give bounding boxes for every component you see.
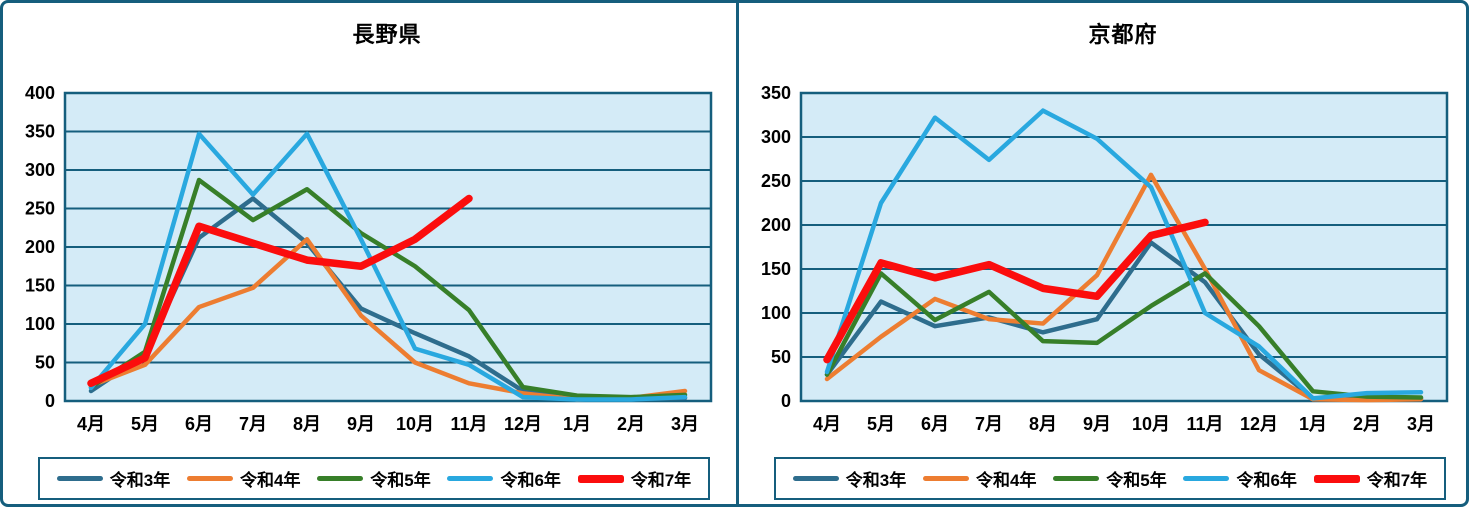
legend-label: 令和6年 [500, 471, 561, 490]
y-axis-tick-label: 350 [761, 83, 791, 103]
legend-label: 令和4年 [240, 471, 301, 490]
chart-panel-kyoto: 京都府 0 50 100 150 200 250 300 350 4月 5月 6月 7月 8月 9月 10月… [739, 3, 1466, 504]
x-axis-label: 11月 [450, 414, 487, 434]
x-axis-label: 8月 [293, 414, 321, 434]
legend-item-令和7年: 令和7年 [1313, 466, 1428, 491]
legend-line-swatch [1313, 474, 1360, 483]
y-axis-tick-label: 350 [25, 122, 55, 142]
y-axis-tick-label: 200 [25, 237, 55, 257]
x-axis-label: 9月 [347, 414, 375, 434]
y-axis-tick-label: 150 [761, 259, 791, 279]
x-axis-label: 7月 [975, 414, 1003, 434]
y-axis-tick-label: 150 [25, 276, 55, 296]
x-axis-label: 12月 [504, 414, 542, 434]
legend-line-swatch [923, 476, 969, 481]
x-axis-label: 1月 [1299, 414, 1327, 434]
legend-label: 令和7年 [1366, 471, 1428, 490]
legend-label: 令和5年 [370, 471, 431, 490]
plot-border [63, 91, 713, 403]
legend-line-swatch [187, 476, 233, 481]
legend-label: 令和4年 [976, 471, 1037, 490]
x-axis-label: 10月 [1132, 414, 1170, 434]
legend-label: 令和3年 [845, 471, 907, 490]
legend-item-令和4年: 令和4年 [187, 466, 300, 491]
x-axis-label: 1月 [563, 414, 591, 434]
x-axis-label: 5月 [131, 414, 159, 434]
x-axis-label: 6月 [185, 414, 213, 434]
x-axis-label: 2月 [617, 414, 645, 434]
series-line-令和7年 [87, 194, 473, 388]
series-line-令和6年 [824, 108, 1424, 401]
legend-item-令和5年: 令和5年 [317, 466, 431, 491]
legend-label: 令和6年 [1236, 471, 1297, 490]
legend-item-令和5年: 令和5年 [1053, 466, 1167, 491]
x-axis-label: 8月 [1029, 414, 1057, 434]
x-axis-label: 3月 [1407, 414, 1435, 434]
y-axis-tick-label: 250 [25, 199, 55, 219]
x-axis-label: 2月 [1353, 414, 1381, 434]
legend-line-swatch [1053, 476, 1100, 481]
legend-line-swatch [56, 476, 103, 481]
x-axis-label: 4月 [813, 414, 841, 434]
y-axis-tick-label: 300 [25, 160, 55, 180]
panel-divider [736, 3, 739, 504]
line-chart-nagano: 0 50 100 150 200 250 300 350 400 4月 5月 6月 7月 8月 9月 10月 1… [25, 83, 713, 434]
x-axis-label: 4月 [77, 414, 105, 434]
legend-line-swatch [317, 476, 364, 481]
x-axis-label: 9月 [1083, 414, 1111, 434]
legend-item-令和6年: 令和6年 [447, 466, 561, 491]
legend-line-swatch [792, 476, 839, 481]
y-axis-tick-label: 400 [25, 83, 55, 103]
legend-label: 令和5年 [1106, 471, 1167, 490]
legend-kyoto: 令和3年 令和4年 令和5年 令和6年 令和7年 [774, 457, 1446, 500]
plot-border [799, 91, 1449, 403]
legend-line-swatch [447, 476, 494, 481]
legend-label: 令和3年 [109, 471, 171, 490]
legend-item-令和4年: 令和4年 [923, 466, 1036, 491]
legend-nagano: 令和3年 令和4年 令和5年 令和6年 令和7年 [38, 457, 710, 500]
chart-title-nagano: 長野県 [352, 22, 422, 47]
x-axis-label: 11月 [1186, 414, 1223, 434]
chart-title-kyoto: 京都府 [1088, 22, 1158, 47]
series-line-令和5年 [824, 271, 1424, 400]
line-chart-kyoto: 0 50 100 150 200 250 300 350 4月 5月 6月 7月 8月 9月 10月 11月 1… [761, 83, 1449, 434]
series-line-令和7年 [823, 218, 1209, 364]
y-axis-tick-label: 50 [35, 353, 55, 373]
x-axis-label: 6月 [921, 414, 949, 434]
chart-panel-nagano: 長野県 0 50 100 150 200 250 300 350 400 4月 5月 6月 7月 8月 9月… [3, 3, 736, 504]
plot-area [801, 93, 1447, 401]
x-axis-label: 7月 [239, 414, 267, 434]
legend-label: 令和7年 [630, 471, 692, 490]
y-axis-tick-label: 100 [761, 303, 791, 323]
y-axis-tick-label: 0 [45, 391, 55, 411]
x-axis-label: 12月 [1240, 414, 1278, 434]
series-line-令和6年 [88, 131, 688, 402]
legend-item-令和3年: 令和3年 [56, 466, 171, 491]
legend-line-swatch [1183, 476, 1230, 481]
y-axis-tick-label: 100 [25, 314, 55, 334]
y-axis-tick-label: 200 [761, 215, 791, 235]
y-axis-tick-label: 0 [781, 391, 791, 411]
legend-line-swatch [577, 474, 624, 483]
y-axis-tick-label: 300 [761, 127, 791, 147]
y-axis-tick-label: 250 [761, 171, 791, 191]
legend-item-令和3年: 令和3年 [792, 466, 907, 491]
x-axis-label: 5月 [867, 414, 895, 434]
x-axis-label: 3月 [671, 414, 699, 434]
legend-item-令和6年: 令和6年 [1183, 466, 1297, 491]
y-axis-tick-label: 50 [771, 347, 791, 367]
x-axis-label: 10月 [396, 414, 434, 434]
legend-item-令和7年: 令和7年 [577, 466, 692, 491]
